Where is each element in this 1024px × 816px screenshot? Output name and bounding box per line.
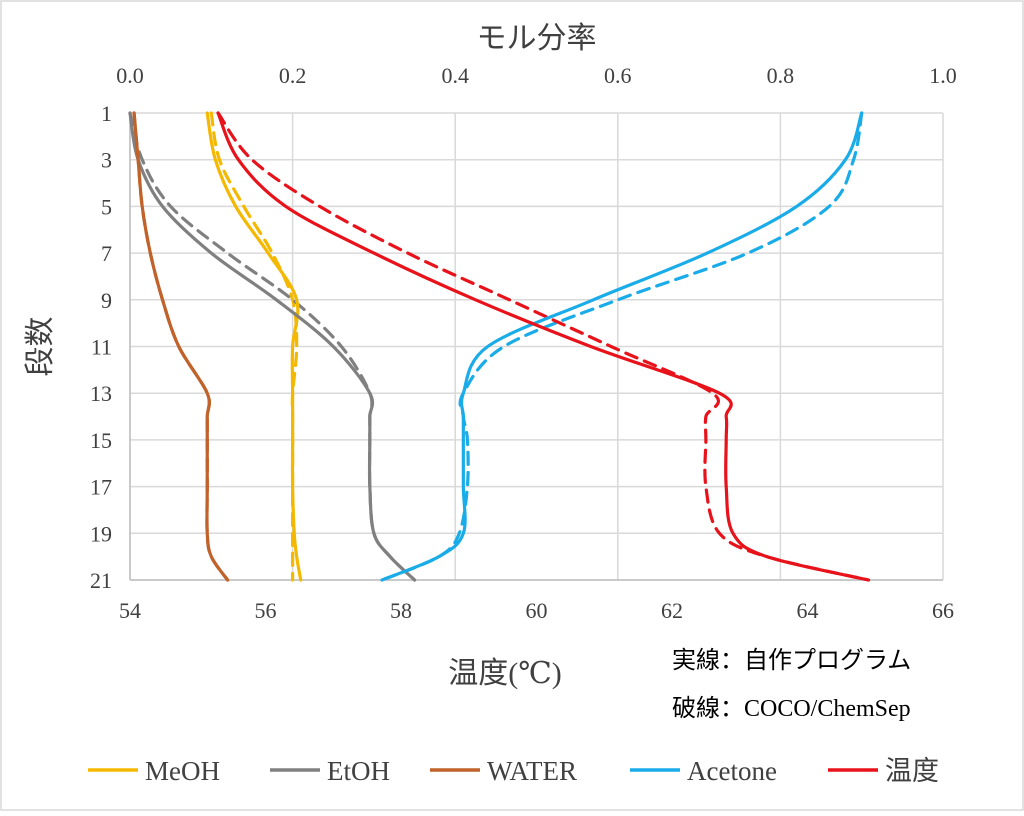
x-top-tick-label: 0.6 bbox=[604, 63, 632, 88]
y-tick-label: 17 bbox=[90, 475, 112, 500]
y-tick-label: 13 bbox=[90, 381, 112, 406]
y-axis-title: 段数 bbox=[24, 317, 57, 377]
axis-layer bbox=[129, 113, 943, 581]
annotation-dashed: 破線：COCO/ChemSep bbox=[672, 695, 911, 722]
x-bottom-tick-label: 56 bbox=[255, 598, 277, 623]
x-top-tick-label: 0.2 bbox=[279, 63, 307, 88]
y-tick-label: 19 bbox=[90, 521, 112, 546]
series-line-acetone-dashed bbox=[380, 111, 864, 582]
annotation-solid: 実線：自作プログラム bbox=[672, 647, 911, 674]
legend-label-acetone: Acetone bbox=[687, 756, 777, 786]
x-top-axis-title: モル分率 bbox=[477, 22, 597, 55]
y-tick-label: 7 bbox=[101, 241, 112, 266]
x-bottom-tick-label: 66 bbox=[932, 598, 954, 623]
series-line-meoh-solid bbox=[205, 111, 303, 582]
series-line-etoh-solid bbox=[128, 111, 417, 582]
legend-label-etoh: EtOH bbox=[327, 756, 390, 786]
y-tick-label: 3 bbox=[101, 148, 112, 173]
x-top-tick-label: 0.0 bbox=[116, 63, 144, 88]
legend-label-water: WATER bbox=[487, 756, 577, 786]
x-top-tick-label: 0.4 bbox=[441, 63, 469, 88]
x-bottom-axis-title: 温度(℃) bbox=[448, 657, 562, 690]
x-bottom-tick-label: 54 bbox=[119, 598, 141, 623]
legend-label-temperature: 温度 bbox=[885, 756, 939, 786]
y-tick-label: 11 bbox=[91, 335, 112, 360]
y-tick-label: 5 bbox=[101, 194, 112, 219]
x-top-tick-label: 0.8 bbox=[767, 63, 795, 88]
series-line-temperature-solid bbox=[216, 111, 871, 582]
series-line-acetone-solid bbox=[380, 111, 864, 582]
y-tick-label: 15 bbox=[90, 428, 112, 453]
series-layer bbox=[128, 111, 871, 582]
x-bottom-tick-label: 58 bbox=[390, 598, 412, 623]
x-bottom-tick-label: 64 bbox=[797, 598, 819, 623]
y-tick-label: 21 bbox=[90, 568, 112, 593]
x-top-tick-label: 1.0 bbox=[929, 63, 957, 88]
y-tick-label: 9 bbox=[101, 288, 112, 313]
x-bottom-tick-label: 62 bbox=[661, 598, 683, 623]
legend-label-meoh: MeOH bbox=[145, 756, 220, 786]
series-line-water-solid bbox=[132, 111, 230, 582]
x-bottom-tick-label: 60 bbox=[526, 598, 548, 623]
legend-layer: MeOH EtOH WATER Acetone 温度 bbox=[88, 756, 939, 786]
y-tick-label: 1 bbox=[101, 101, 112, 126]
